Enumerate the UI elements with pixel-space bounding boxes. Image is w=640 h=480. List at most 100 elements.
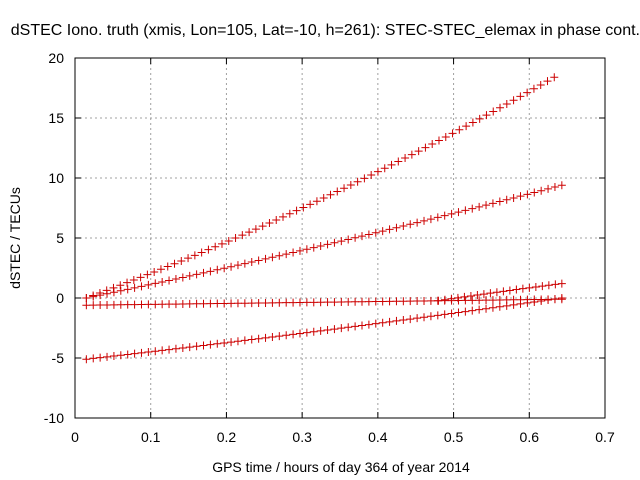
data-point: [330, 238, 339, 247]
data-point: [309, 243, 318, 252]
data-point: [509, 96, 518, 105]
data-point: [129, 275, 138, 284]
data-point: [453, 293, 462, 302]
data-point: [502, 99, 511, 108]
data-point: [211, 242, 220, 251]
data-point: [447, 209, 456, 218]
data-point: [538, 282, 547, 291]
data-point: [251, 225, 260, 234]
data-point: [192, 270, 201, 279]
data-point: [482, 111, 491, 120]
data-point: [165, 345, 174, 354]
data-point: [275, 251, 284, 260]
data-point: [479, 290, 488, 299]
data-point: [428, 140, 437, 149]
data-point: [433, 213, 442, 222]
data-point: [151, 279, 160, 288]
data-point: [240, 299, 249, 308]
y-tick-label: 0: [56, 290, 64, 306]
data-point: [123, 278, 132, 287]
x-tick-label: 0.2: [217, 429, 237, 445]
data-point: [213, 265, 222, 274]
y-tick-label: 20: [48, 50, 64, 66]
data-point: [414, 147, 423, 156]
data-point: [289, 248, 298, 257]
data-point: [306, 200, 315, 209]
data-point: [385, 225, 394, 234]
data-point: [337, 297, 346, 306]
data-point: [344, 297, 353, 306]
data-point: [530, 188, 539, 197]
data-point: [268, 253, 277, 262]
data-point: [136, 273, 145, 282]
data-point: [557, 181, 566, 190]
data-point: [454, 308, 463, 317]
data-point: [103, 300, 112, 309]
data-point: [525, 283, 534, 292]
data-point: [258, 222, 267, 231]
data-point: [440, 310, 449, 319]
data-point: [413, 297, 422, 306]
data-point: [275, 298, 284, 307]
data-point: [358, 297, 367, 306]
data-point: [158, 300, 167, 309]
data-point: [247, 299, 256, 308]
data-point: [171, 274, 180, 283]
data-point: [557, 279, 566, 288]
data-point: [217, 239, 226, 248]
data-point: [371, 319, 380, 328]
data-point: [482, 304, 491, 313]
data-point: [371, 228, 380, 237]
data-point: [319, 193, 328, 202]
data-point: [378, 227, 387, 236]
data-point: [433, 311, 442, 320]
data-point: [337, 237, 346, 246]
data-point: [261, 298, 270, 307]
data-point: [496, 103, 505, 112]
data-point: [461, 307, 470, 316]
data-point: [289, 298, 298, 307]
data-point: [199, 341, 208, 350]
data-point: [312, 197, 321, 206]
data-point: [407, 150, 416, 159]
data-point: [378, 318, 387, 327]
data-point: [178, 343, 187, 352]
data-point: [192, 342, 201, 351]
data-point: [440, 211, 449, 220]
data-point: [137, 282, 146, 291]
data-point: [103, 289, 112, 298]
data-point: [340, 184, 349, 193]
data-point: [185, 343, 194, 352]
series-upper: [82, 181, 566, 302]
data-point: [392, 223, 401, 232]
y-tick-label: 5: [56, 230, 64, 246]
data-point: [190, 251, 199, 260]
data-point: [89, 292, 98, 301]
data-point: [326, 190, 335, 199]
data-point: [448, 129, 457, 138]
data-point: [109, 352, 118, 361]
x-tick-label: 0.7: [595, 429, 615, 445]
data-point: [192, 299, 201, 308]
x-tick-label: 0: [71, 429, 79, 445]
data-point: [330, 298, 339, 307]
data-point: [268, 332, 277, 341]
data-point: [197, 248, 206, 257]
data-point: [247, 335, 256, 344]
data-point: [488, 296, 497, 305]
x-tick-label: 0.4: [368, 429, 388, 445]
data-point: [358, 321, 367, 330]
data-point: [529, 84, 538, 93]
data-point: [178, 273, 187, 282]
data-point: [299, 203, 308, 212]
data-point: [460, 292, 469, 301]
data-point: [351, 297, 360, 306]
data-point: [351, 233, 360, 242]
data-point: [378, 297, 387, 306]
series-steep: [82, 73, 559, 302]
data-point: [295, 246, 304, 255]
data-point: [502, 301, 511, 310]
data-point: [245, 228, 254, 237]
x-tick-label: 0.1: [141, 429, 161, 445]
